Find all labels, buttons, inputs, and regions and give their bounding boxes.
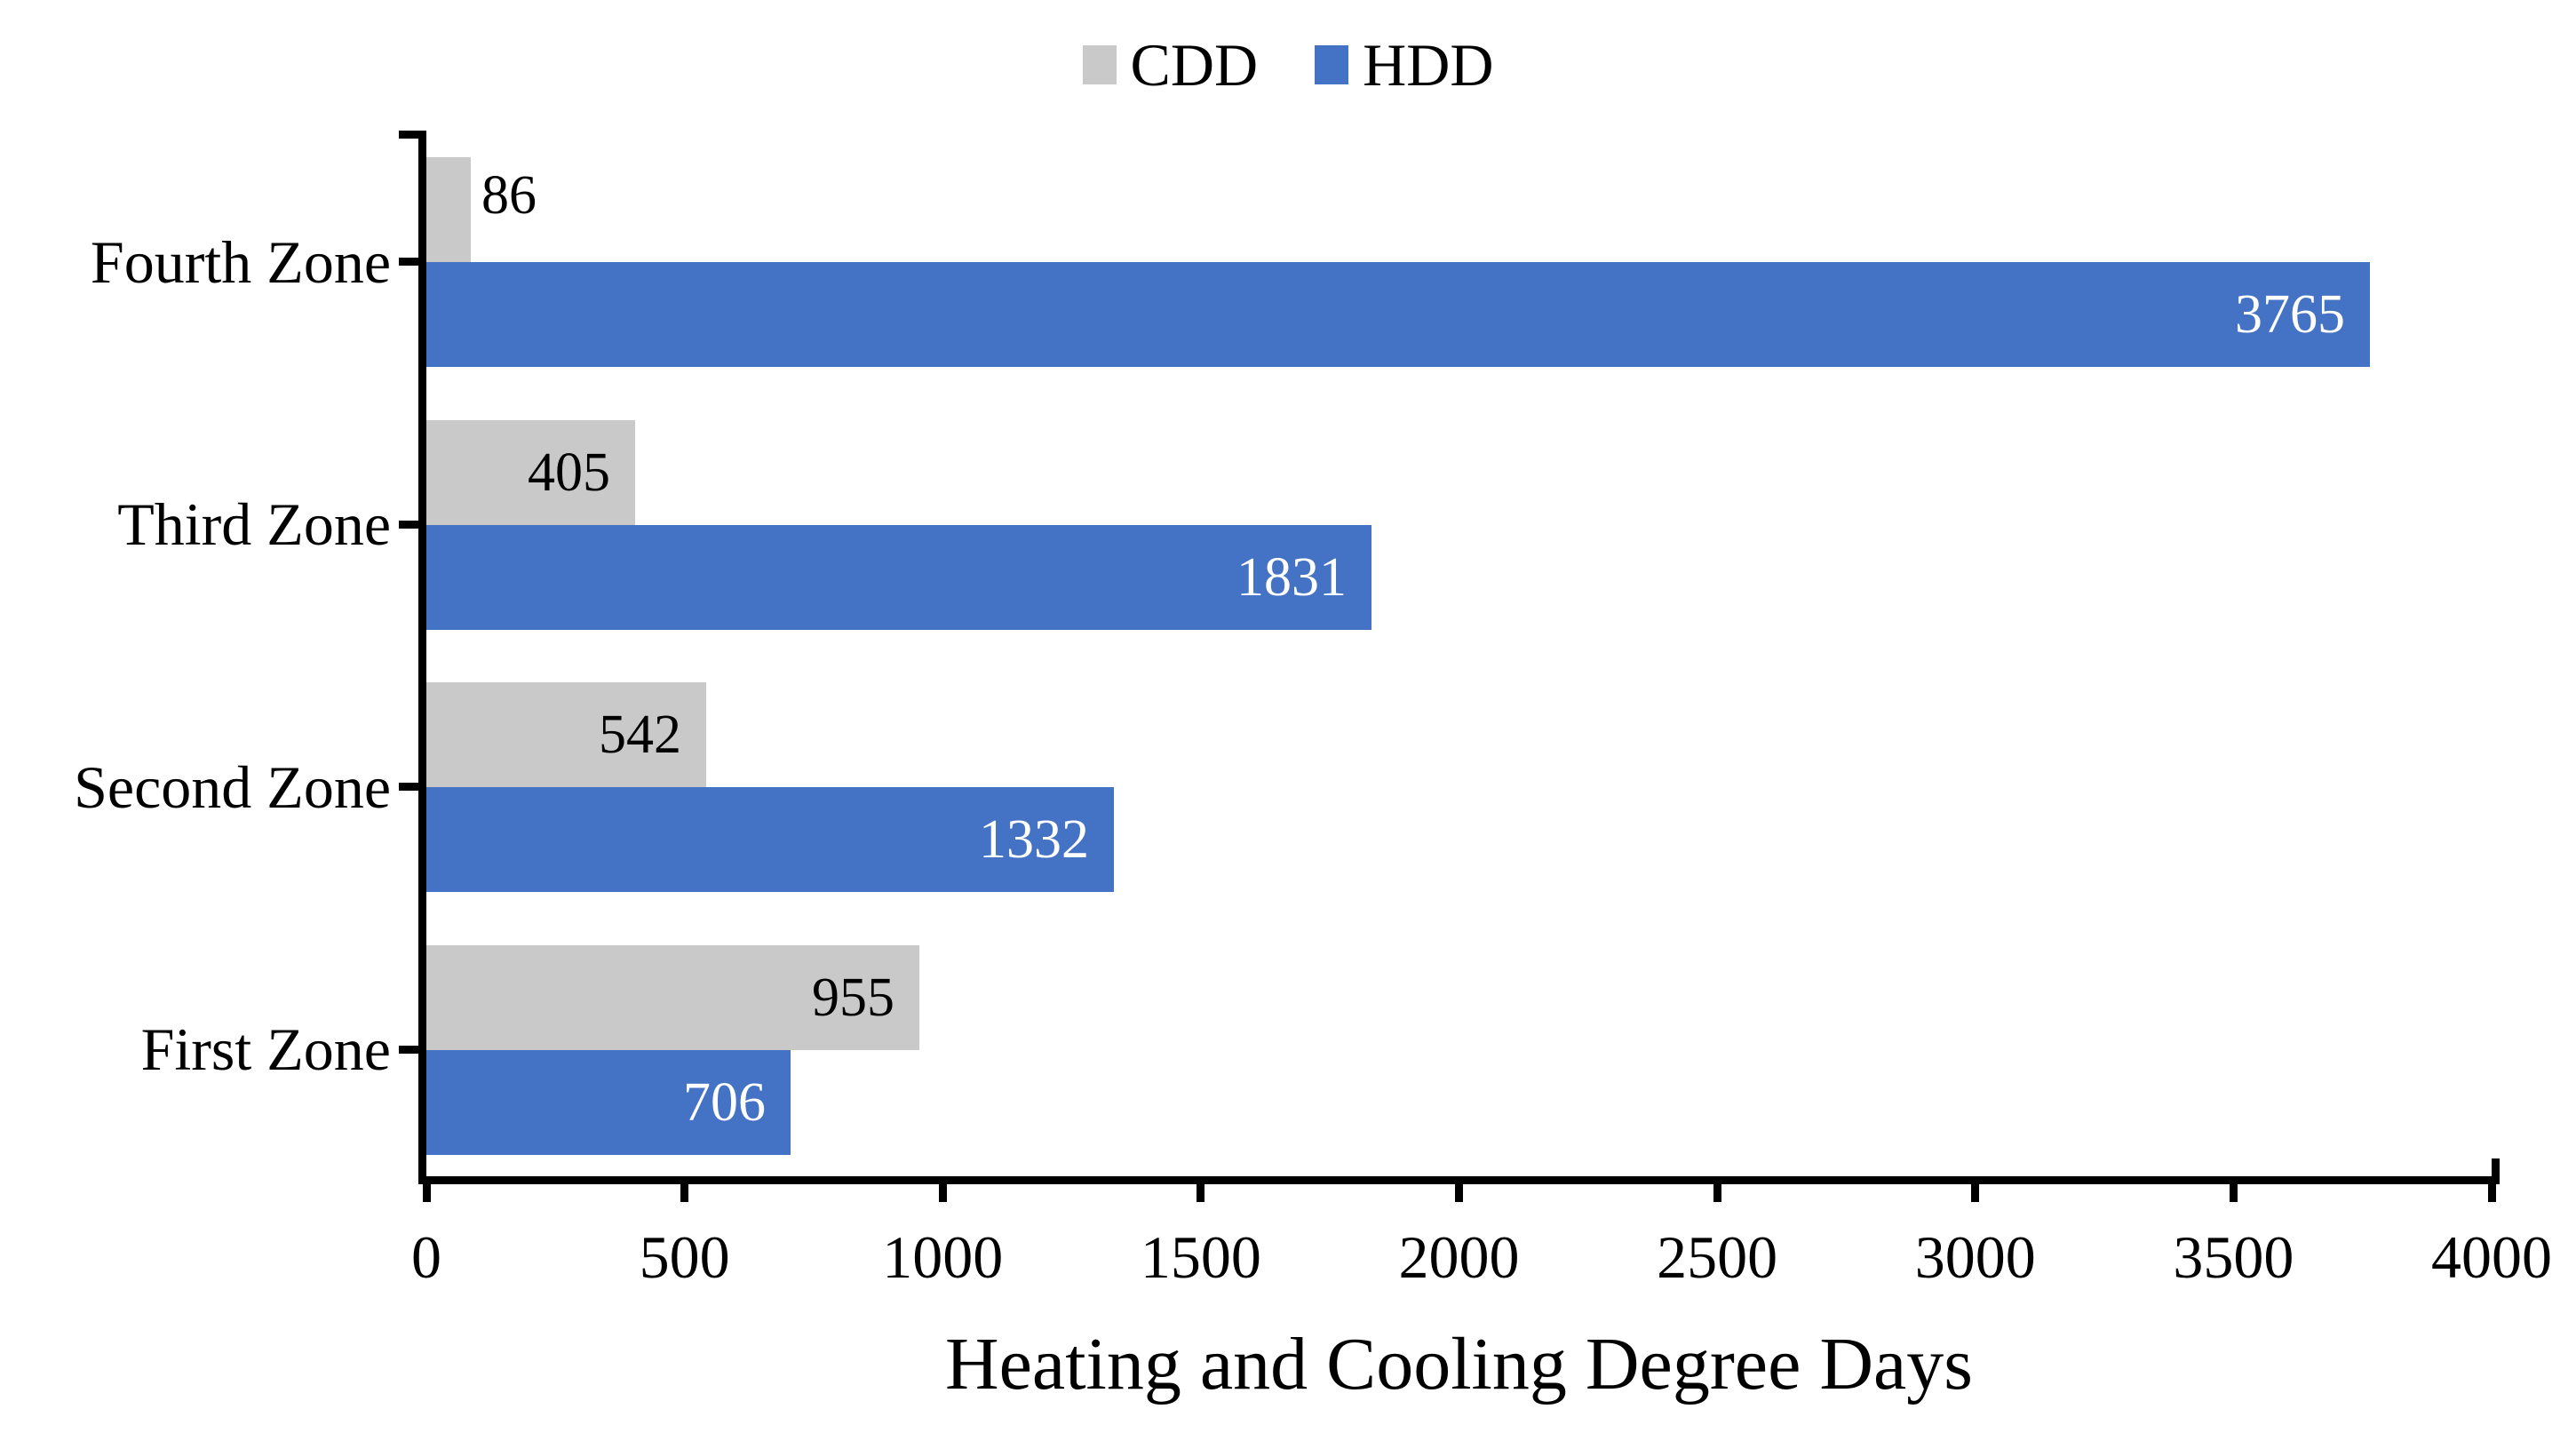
bar-value-cdd-fourth-zone: 86 (481, 165, 537, 226)
legend-label-cdd: CDD (1130, 31, 1259, 99)
category-label-first-zone: First Zone (140, 1015, 391, 1084)
y-axis-end-tick (399, 131, 426, 139)
x-tick-label-1000: 1000 (882, 1223, 1004, 1291)
legend-item-cdd: CDD (1082, 25, 1259, 105)
x-tick-3500 (2229, 1184, 2238, 1202)
bar-cdd-first-zone (426, 944, 919, 1050)
category-tick-fourth-zone (399, 258, 418, 267)
category-tick-first-zone (399, 1045, 418, 1054)
bar-hdd-third-zone (426, 524, 1371, 630)
x-tick-label-4000: 4000 (2431, 1223, 2552, 1291)
x-tick-2500 (1713, 1184, 1721, 1202)
bar-hdd-second-zone (426, 787, 1114, 892)
x-tick-4000 (2487, 1184, 2496, 1202)
category-tick-second-zone (399, 783, 418, 792)
bar-hdd-fourth-zone (426, 262, 2370, 367)
chart-legend: CDD HDD (0, 25, 2576, 105)
bar-cdd-second-zone (426, 682, 706, 787)
x-tick-0 (422, 1184, 431, 1202)
bar-value-hdd-second-zone: 1332 (979, 809, 1089, 870)
bar-hdd-first-zone (426, 1049, 791, 1155)
bar-value-cdd-first-zone: 955 (812, 967, 894, 1028)
bar-value-hdd-third-zone: 1831 (1236, 546, 1347, 608)
x-tick-label-3000: 3000 (1914, 1223, 2036, 1291)
bar-cdd-third-zone (426, 419, 635, 525)
x-tick-3000 (1971, 1184, 1980, 1202)
x-axis-line (418, 1176, 2500, 1184)
x-tick-label-3500: 3500 (2173, 1223, 2294, 1291)
x-tick-label-0: 0 (411, 1223, 441, 1291)
x-tick-label-500: 500 (639, 1223, 730, 1291)
bar-value-hdd-fourth-zone: 3765 (2235, 284, 2345, 345)
bar-cdd-fourth-zone (426, 157, 471, 262)
x-tick-label-2000: 2000 (1398, 1223, 1520, 1291)
y-axis-line (418, 131, 426, 1184)
category-tick-third-zone (399, 520, 418, 529)
bar-value-cdd-third-zone: 405 (528, 442, 610, 503)
category-label-fourth-zone: Fourth Zone (90, 227, 391, 296)
x-tick-2000 (1455, 1184, 1463, 1202)
category-label-second-zone: Second Zone (74, 752, 391, 821)
bar-value-cdd-second-zone: 542 (599, 705, 681, 765)
x-axis-title: Heating and Cooling Degree Days (944, 1323, 1973, 1405)
bar-value-hdd-first-zone: 706 (683, 1071, 766, 1133)
x-tick-500 (680, 1184, 689, 1202)
x-tick-1500 (1197, 1184, 1205, 1202)
legend-swatch-hdd-icon (1315, 45, 1349, 84)
x-tick-1000 (938, 1184, 947, 1202)
x-axis-end-tick (2492, 1158, 2500, 1176)
legend-swatch-cdd-icon (1082, 45, 1117, 84)
legend-label-hdd: HDD (1363, 31, 1494, 99)
category-label-third-zone: Third Zone (117, 490, 391, 559)
legend-item-hdd: HDD (1315, 25, 1493, 105)
x-tick-label-1500: 1500 (1140, 1223, 1261, 1291)
x-tick-label-2500: 2500 (1657, 1223, 1778, 1291)
